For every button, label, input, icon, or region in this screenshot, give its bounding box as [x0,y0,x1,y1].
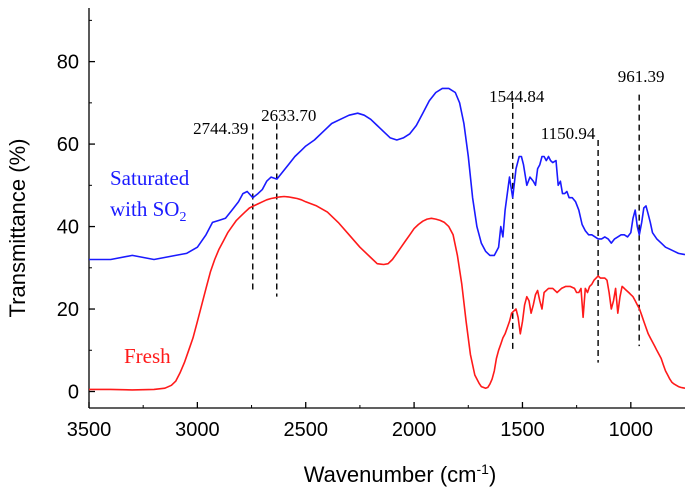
peak-label: 2744.39 [193,119,248,138]
peak-label: 1544.84 [489,87,545,106]
series-label-saturated-subscript: 2 [179,210,186,225]
x-tick-label: 3000 [175,419,220,441]
plot-frame [88,8,685,409]
x-tick-label: 1500 [500,419,545,441]
peak-label: 1150.94 [541,124,596,143]
y-tick-label: 0 [68,382,79,404]
series-line-saturated [89,87,685,261]
x-axis-title-superscript: -1 [477,461,490,477]
y-tick-label: 60 [57,134,79,156]
x-axis-title-main: Wavenumber (cm [304,462,477,487]
y-tick-label: 40 [57,217,79,239]
series-label-saturated-text: with SO [110,197,179,221]
y-axis: 0 20 40 60 80 [57,19,95,404]
x-tick-label: 2500 [283,419,328,441]
y-tick-label: 20 [57,299,79,321]
x-tick-label: 1000 [609,419,654,441]
y-tick-label: 80 [57,52,79,74]
x-axis-title: Wavenumber (cm-1) [304,461,497,487]
series-group [89,87,685,391]
x-axis: 3500 3000 2500 2000 1500 1000 [67,402,653,441]
x-tick-label: 3500 [67,419,112,441]
series-line-fresh [89,195,685,391]
series-label-saturated-line2: with SO2 [110,197,186,225]
peak-annotations: 2744.39 2633.70 1544.84 1150.94 961.39 [193,67,665,363]
series-label-fresh: Fresh [124,344,171,368]
peak-label: 961.39 [618,67,665,86]
x-axis-title-end: ) [489,462,496,487]
y-axis-title: Transmittance (%) [5,139,30,318]
peak-label: 2633.70 [261,106,316,125]
x-tick-label: 2000 [392,419,437,441]
series-label-saturated-line1: Saturated [110,166,190,190]
